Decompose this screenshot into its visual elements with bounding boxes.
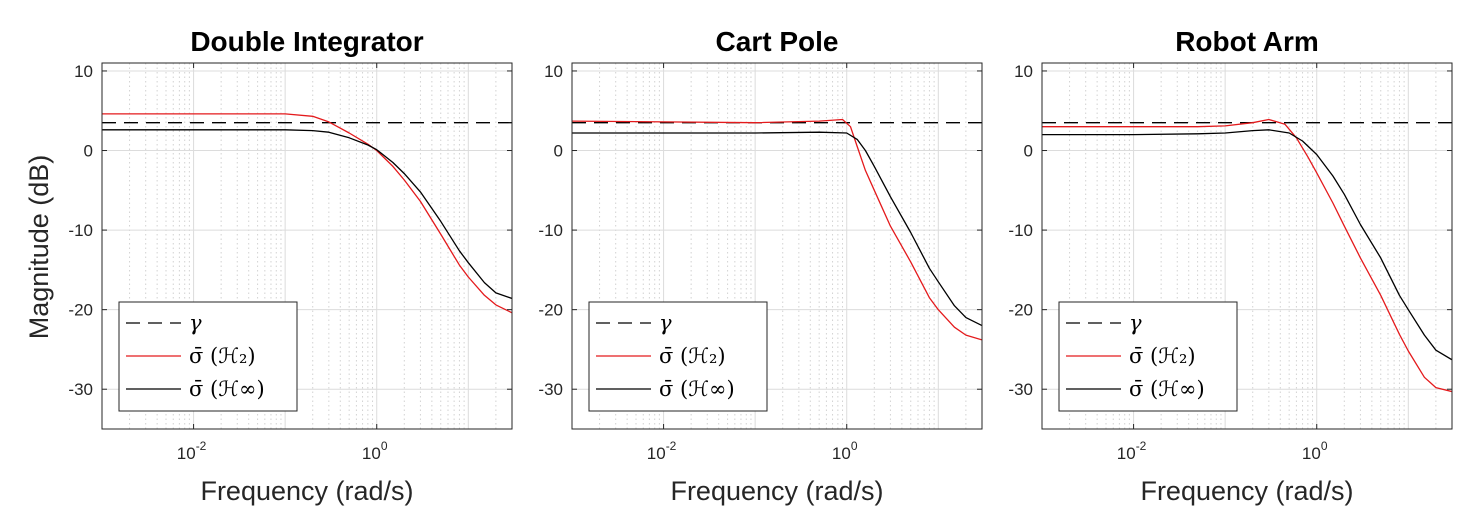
legend-entry-label: σ̄ (ℋ₂) [659,344,726,368]
x-tick-base: 10 [1117,444,1136,463]
x-tick-label: 100 [1302,439,1328,463]
x-tick-base: 10 [362,444,381,463]
y-tick-label: -30 [1008,380,1033,399]
y-tick-label: -10 [68,221,93,240]
series-line-hinf [102,129,512,300]
series-line-h2 [102,113,512,314]
x-tick-exponent: 0 [381,439,388,453]
chart-title: Robot Arm [1175,26,1319,57]
y-tick-label: -20 [538,301,563,320]
legend: γ σ̄ (ℋ₂) σ̄ (ℋ∞) [1058,301,1238,412]
legend-entry-label: γ [189,311,202,335]
legend-entry-label: σ̄ (ℋ₂) [1129,344,1196,368]
series-line-hinf [572,131,982,327]
x-tick-base: 10 [832,444,851,463]
x-tick-base: 10 [177,444,196,463]
series-group [572,118,982,341]
x-tick-label: 100 [362,439,388,463]
legend-entry-label: σ̄ (ℋ∞) [189,377,265,401]
x-axis-label: Frequency (rad/s) [670,476,883,506]
axes-box [571,62,983,430]
x-tick-base: 10 [1302,444,1321,463]
y-tick-label: 0 [1024,142,1033,161]
x-tick-exponent: 0 [851,439,858,453]
x-tick-label: 10-2 [647,439,677,463]
y-tick-label: 10 [544,62,563,81]
x-tick-exponent: 0 [1321,439,1328,453]
y-tick-label: -20 [68,301,93,320]
legend-entry-label: σ̄ (ℋ₂) [189,344,256,368]
legend-entry-label: σ̄ (ℋ∞) [659,377,735,401]
x-tick-label: 10-2 [1117,439,1147,463]
chart-title: Double Integrator [190,26,423,57]
legend-entry-label: γ [659,311,672,335]
x-tick-label: 100 [832,439,858,463]
legend-entry-label: σ̄ (ℋ∞) [1129,377,1205,401]
x-tick-exponent: -2 [666,439,677,453]
chart-title: Cart Pole [716,26,839,57]
series-group [102,113,512,314]
series-group [1042,118,1452,393]
y-tick-label: -20 [1008,301,1033,320]
y-axis-label: Magnitude (dB) [24,155,54,340]
y-tick-label: -10 [538,221,563,240]
y-tick-label: -30 [538,380,563,399]
y-tick-label: 10 [74,62,93,81]
y-tick-label: 10 [1014,62,1033,81]
y-tick-label: 0 [84,142,93,161]
x-tick-label: 10-2 [177,439,207,463]
series-line-h2 [572,118,982,341]
y-tick-label: 0 [554,142,563,161]
y-tick-label: -30 [68,380,93,399]
legend-entry-label: γ [1129,311,1142,335]
axes-box [101,62,513,430]
legend: γ σ̄ (ℋ₂) σ̄ (ℋ∞) [118,301,298,412]
series-line-h2 [1042,118,1452,393]
x-axis-label: Frequency (rad/s) [200,476,413,506]
x-tick-base: 10 [647,444,666,463]
legend: γ σ̄ (ℋ₂) σ̄ (ℋ∞) [588,301,768,412]
series-line-hinf [1042,129,1452,361]
x-tick-exponent: -2 [1136,439,1147,453]
y-tick-label: -10 [1008,221,1033,240]
axes-box [1041,62,1453,430]
x-axis-label: Frequency (rad/s) [1140,476,1353,506]
x-tick-exponent: -2 [196,439,207,453]
